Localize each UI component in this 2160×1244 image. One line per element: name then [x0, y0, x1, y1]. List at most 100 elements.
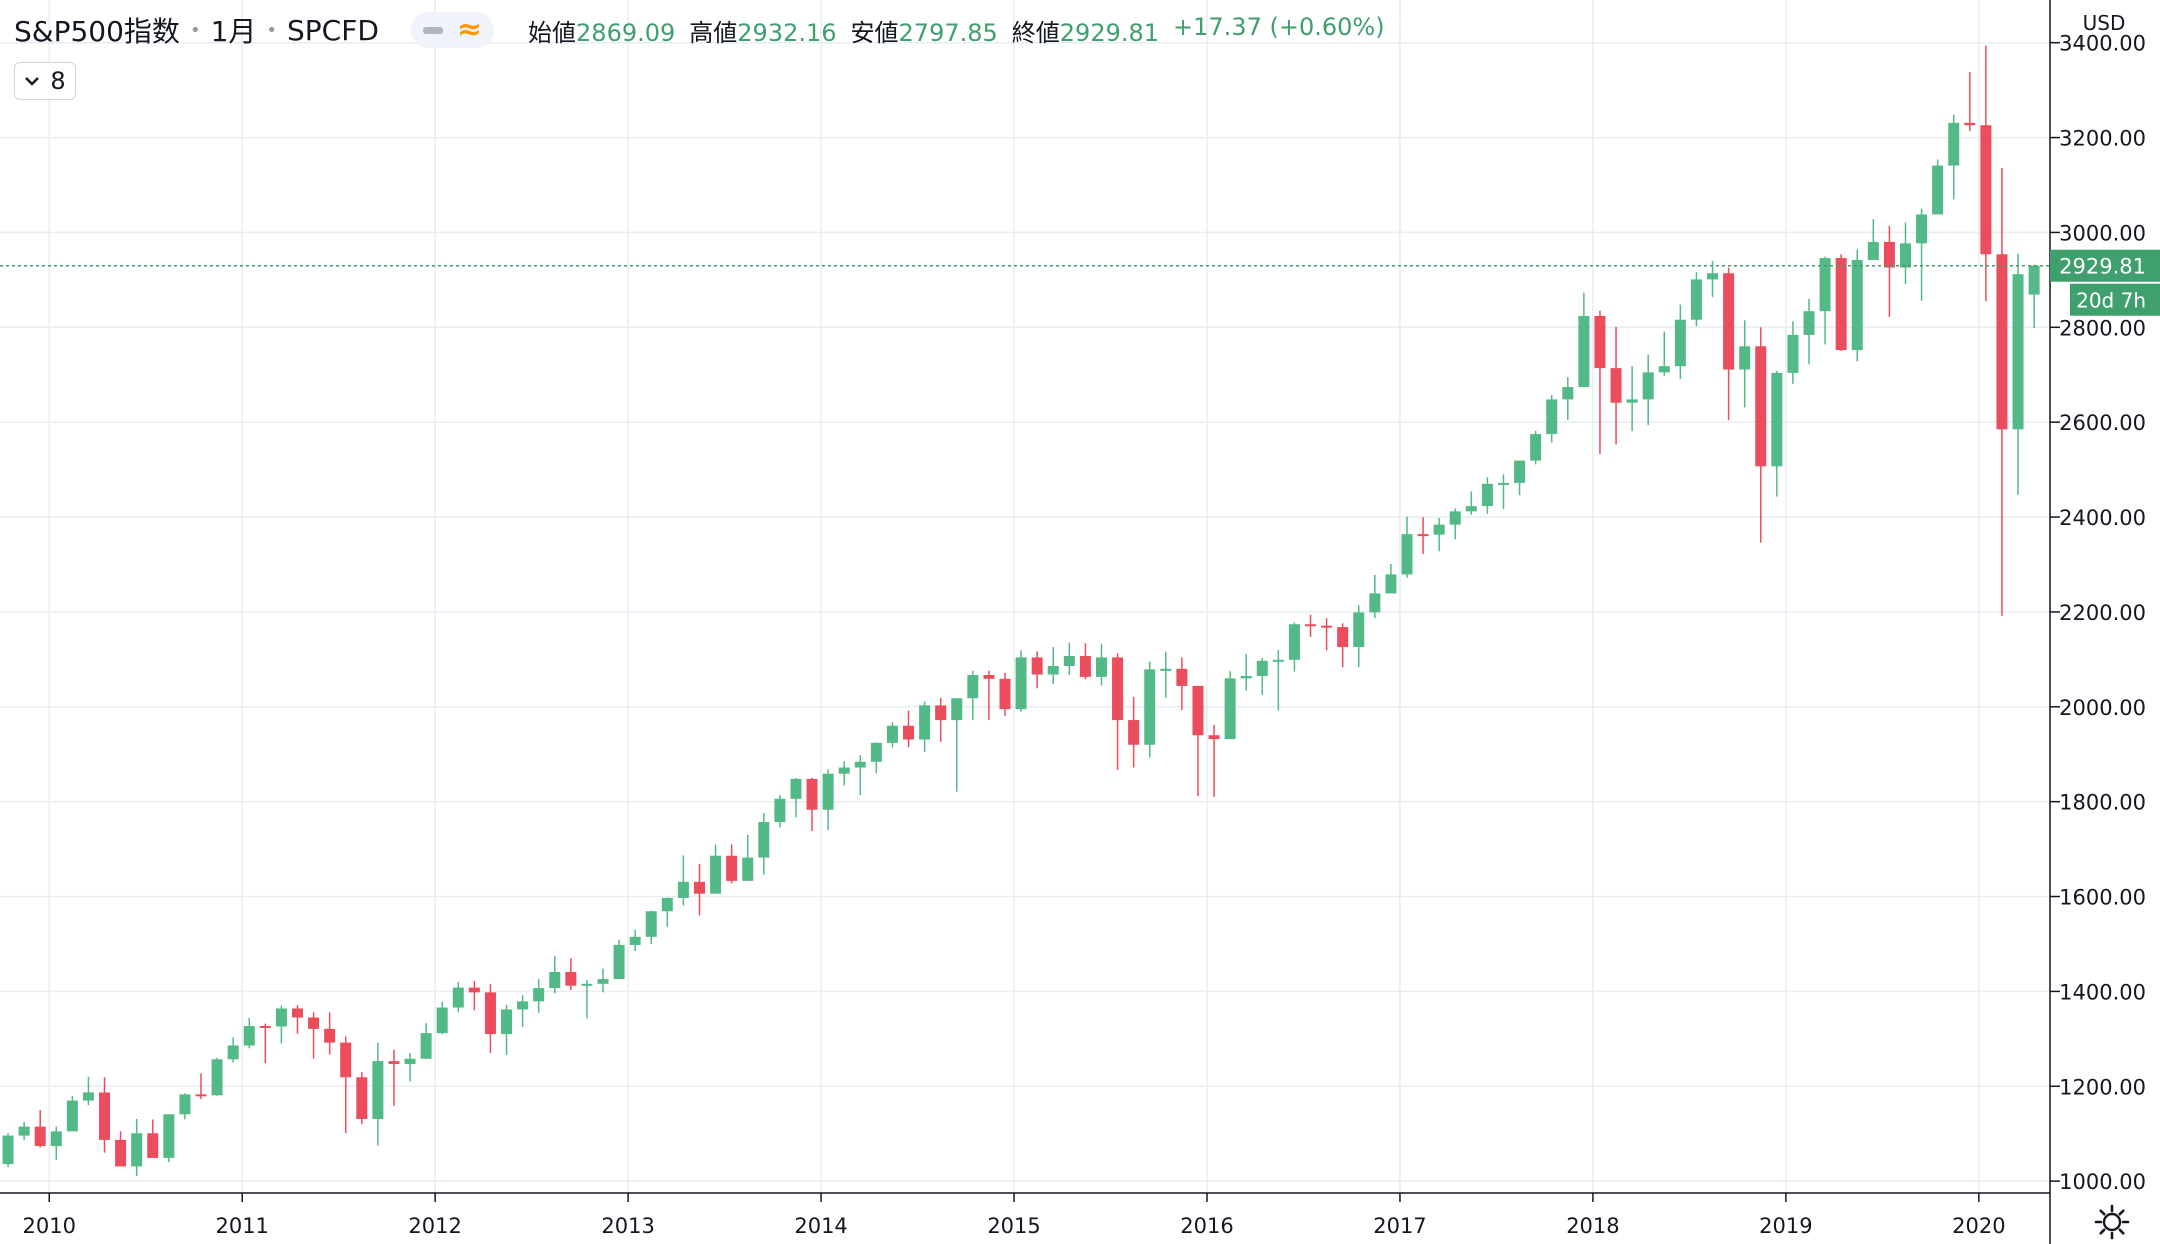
- candle-down[interactable]: [1964, 72, 1976, 131]
- candle-up[interactable]: [1401, 516, 1413, 578]
- candle-up[interactable]: [452, 981, 464, 1013]
- candle-up[interactable]: [549, 956, 561, 994]
- approx-icon[interactable]: ≈: [456, 12, 483, 47]
- candle-down[interactable]: [1883, 225, 1895, 317]
- candle-up[interactable]: [1690, 272, 1702, 327]
- candle-down[interactable]: [1337, 623, 1349, 668]
- candle-down[interactable]: [1755, 327, 1767, 543]
- dash-icon[interactable]: [422, 26, 443, 34]
- candle-up[interactable]: [613, 939, 625, 980]
- candle-up[interactable]: [404, 1053, 416, 1082]
- candle-down[interactable]: [1305, 614, 1317, 638]
- candle-down[interactable]: [1208, 724, 1220, 797]
- candle-down[interactable]: [726, 844, 738, 884]
- gear-icon[interactable]: [2092, 1202, 2132, 1242]
- candle-up[interactable]: [1530, 430, 1542, 465]
- candle-up[interactable]: [2028, 264, 2040, 329]
- candle-up[interactable]: [18, 1121, 30, 1141]
- candle-up[interactable]: [1803, 298, 1815, 365]
- candle-up[interactable]: [533, 979, 545, 1013]
- candle-up[interactable]: [1449, 508, 1461, 540]
- candle-up[interactable]: [886, 721, 898, 748]
- candle-down[interactable]: [484, 983, 496, 1054]
- candle-up[interactable]: [1899, 222, 1911, 285]
- candle-up[interactable]: [1916, 208, 1928, 301]
- candle-up[interactable]: [1787, 321, 1799, 384]
- candle-down[interactable]: [983, 670, 995, 721]
- candle-up[interactable]: [919, 701, 931, 752]
- candle-up[interactable]: [2012, 253, 2024, 495]
- candle-down[interactable]: [1996, 167, 2008, 616]
- candle-down[interactable]: [324, 1012, 336, 1055]
- candle-down[interactable]: [999, 672, 1011, 716]
- candle-down[interactable]: [1112, 653, 1124, 770]
- ticker-label[interactable]: SPCFD: [287, 13, 379, 47]
- candle-up[interactable]: [1047, 647, 1059, 685]
- candle-down[interactable]: [1594, 310, 1606, 454]
- candle-down[interactable]: [903, 710, 915, 748]
- candle-up[interactable]: [951, 698, 963, 792]
- candle-up[interactable]: [742, 834, 754, 881]
- candle-up[interactable]: [243, 1017, 255, 1049]
- candle-down[interactable]: [1610, 326, 1622, 445]
- candle-down[interactable]: [468, 980, 480, 1011]
- candle-up[interactable]: [131, 1119, 143, 1176]
- candle-up[interactable]: [2, 1133, 14, 1167]
- candle-up[interactable]: [1932, 159, 1944, 215]
- candle-up[interactable]: [1626, 366, 1638, 432]
- candle-up[interactable]: [1063, 642, 1075, 676]
- candle-down[interactable]: [99, 1077, 111, 1153]
- candle-down[interactable]: [806, 777, 818, 832]
- candle-up[interactable]: [1385, 564, 1397, 594]
- candle-up[interactable]: [677, 855, 689, 906]
- candle-down[interactable]: [115, 1131, 127, 1167]
- candle-up[interactable]: [790, 777, 802, 818]
- candle-up[interactable]: [163, 1114, 175, 1163]
- candle-up[interactable]: [597, 968, 609, 993]
- candle-up[interactable]: [1369, 574, 1381, 619]
- candle-up[interactable]: [1674, 304, 1686, 380]
- candle-up[interactable]: [211, 1057, 223, 1096]
- candle-up[interactable]: [501, 1004, 513, 1055]
- candle-down[interactable]: [388, 1049, 400, 1106]
- candle-up[interactable]: [1256, 657, 1268, 695]
- candle-up[interactable]: [179, 1093, 191, 1120]
- candle-up[interactable]: [1658, 331, 1670, 376]
- candle-up[interactable]: [581, 980, 593, 1019]
- candle-down[interactable]: [195, 1073, 207, 1100]
- candle-up[interactable]: [710, 844, 722, 894]
- candle-down[interactable]: [1079, 643, 1091, 680]
- candle-up[interactable]: [838, 761, 850, 786]
- candle-up[interactable]: [1819, 256, 1831, 345]
- candle-up[interactable]: [629, 929, 641, 952]
- candle-up[interactable]: [1224, 671, 1236, 740]
- candle-up[interactable]: [436, 1001, 448, 1035]
- candle-down[interactable]: [1031, 651, 1043, 689]
- candle-up[interactable]: [1562, 377, 1574, 420]
- candle-down[interactable]: [308, 1012, 320, 1059]
- candle-up[interactable]: [1546, 395, 1558, 443]
- candle-up[interactable]: [1497, 474, 1509, 509]
- candle-up[interactable]: [372, 1042, 384, 1146]
- candle-up[interactable]: [1465, 491, 1477, 515]
- candle-up[interactable]: [1578, 292, 1590, 388]
- chart-style-toggle[interactable]: ≈: [410, 12, 495, 48]
- candle-up[interactable]: [1707, 260, 1719, 297]
- candle-up[interactable]: [822, 769, 834, 831]
- candle-up[interactable]: [1867, 219, 1879, 260]
- candle-up[interactable]: [82, 1076, 94, 1106]
- candle-down[interactable]: [1192, 685, 1204, 796]
- candle-up[interactable]: [1144, 661, 1156, 758]
- candle-up[interactable]: [1739, 320, 1751, 408]
- candle-up[interactable]: [275, 1005, 287, 1044]
- candle-down[interactable]: [1980, 45, 1992, 302]
- candle-up[interactable]: [1851, 249, 1863, 362]
- candle-up[interactable]: [774, 795, 786, 828]
- candle-up[interactable]: [1771, 370, 1783, 497]
- candle-up[interactable]: [227, 1037, 239, 1063]
- candle-up[interactable]: [1015, 650, 1027, 712]
- candle-up[interactable]: [1948, 114, 1960, 200]
- candle-down[interactable]: [1128, 696, 1140, 768]
- candle-down[interactable]: [147, 1119, 159, 1158]
